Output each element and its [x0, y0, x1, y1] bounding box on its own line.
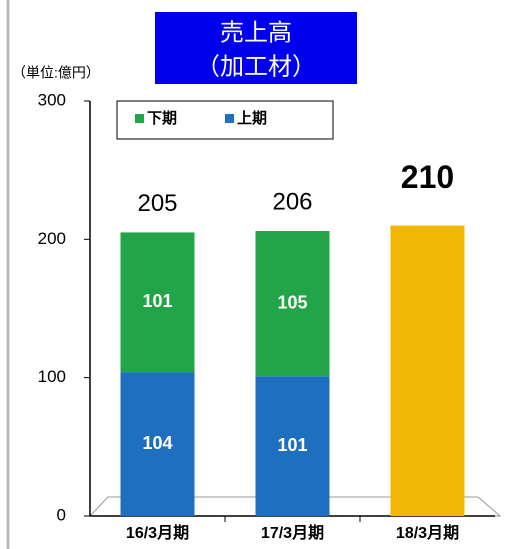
- bar-segment: [120, 372, 195, 516]
- bar-segment: [120, 232, 195, 373]
- legend-swatch: [225, 114, 234, 123]
- y-tick-label: 200: [38, 229, 66, 248]
- legend-label: 上期: [237, 109, 267, 127]
- value-label: 105: [277, 292, 307, 312]
- title-box: [155, 12, 357, 84]
- x-tick-label: 17/3月期: [261, 523, 324, 542]
- bar: [390, 225, 465, 516]
- value-label: 101: [277, 435, 307, 455]
- total-label: 205: [137, 190, 177, 217]
- chart-title: 売上高: [220, 19, 292, 46]
- x-tick-label: 18/3月期: [396, 523, 459, 542]
- unit-label: （単位:億円）: [12, 65, 100, 81]
- y-tick-label: 100: [38, 367, 66, 386]
- bar-segment: [255, 376, 330, 516]
- chart-subtitle: （加工材）: [196, 53, 316, 80]
- value-label: 104: [142, 433, 172, 453]
- total-label: 210: [401, 159, 454, 195]
- y-tick-label: 0: [57, 505, 66, 524]
- legend-label: 下期: [147, 109, 177, 127]
- value-label: 101: [142, 291, 172, 311]
- y-tick-label: 300: [38, 90, 66, 109]
- x-tick-label: 16/3月期: [126, 523, 189, 542]
- total-label: 206: [272, 188, 312, 215]
- legend-swatch: [135, 114, 144, 123]
- bar-segment: [255, 231, 330, 377]
